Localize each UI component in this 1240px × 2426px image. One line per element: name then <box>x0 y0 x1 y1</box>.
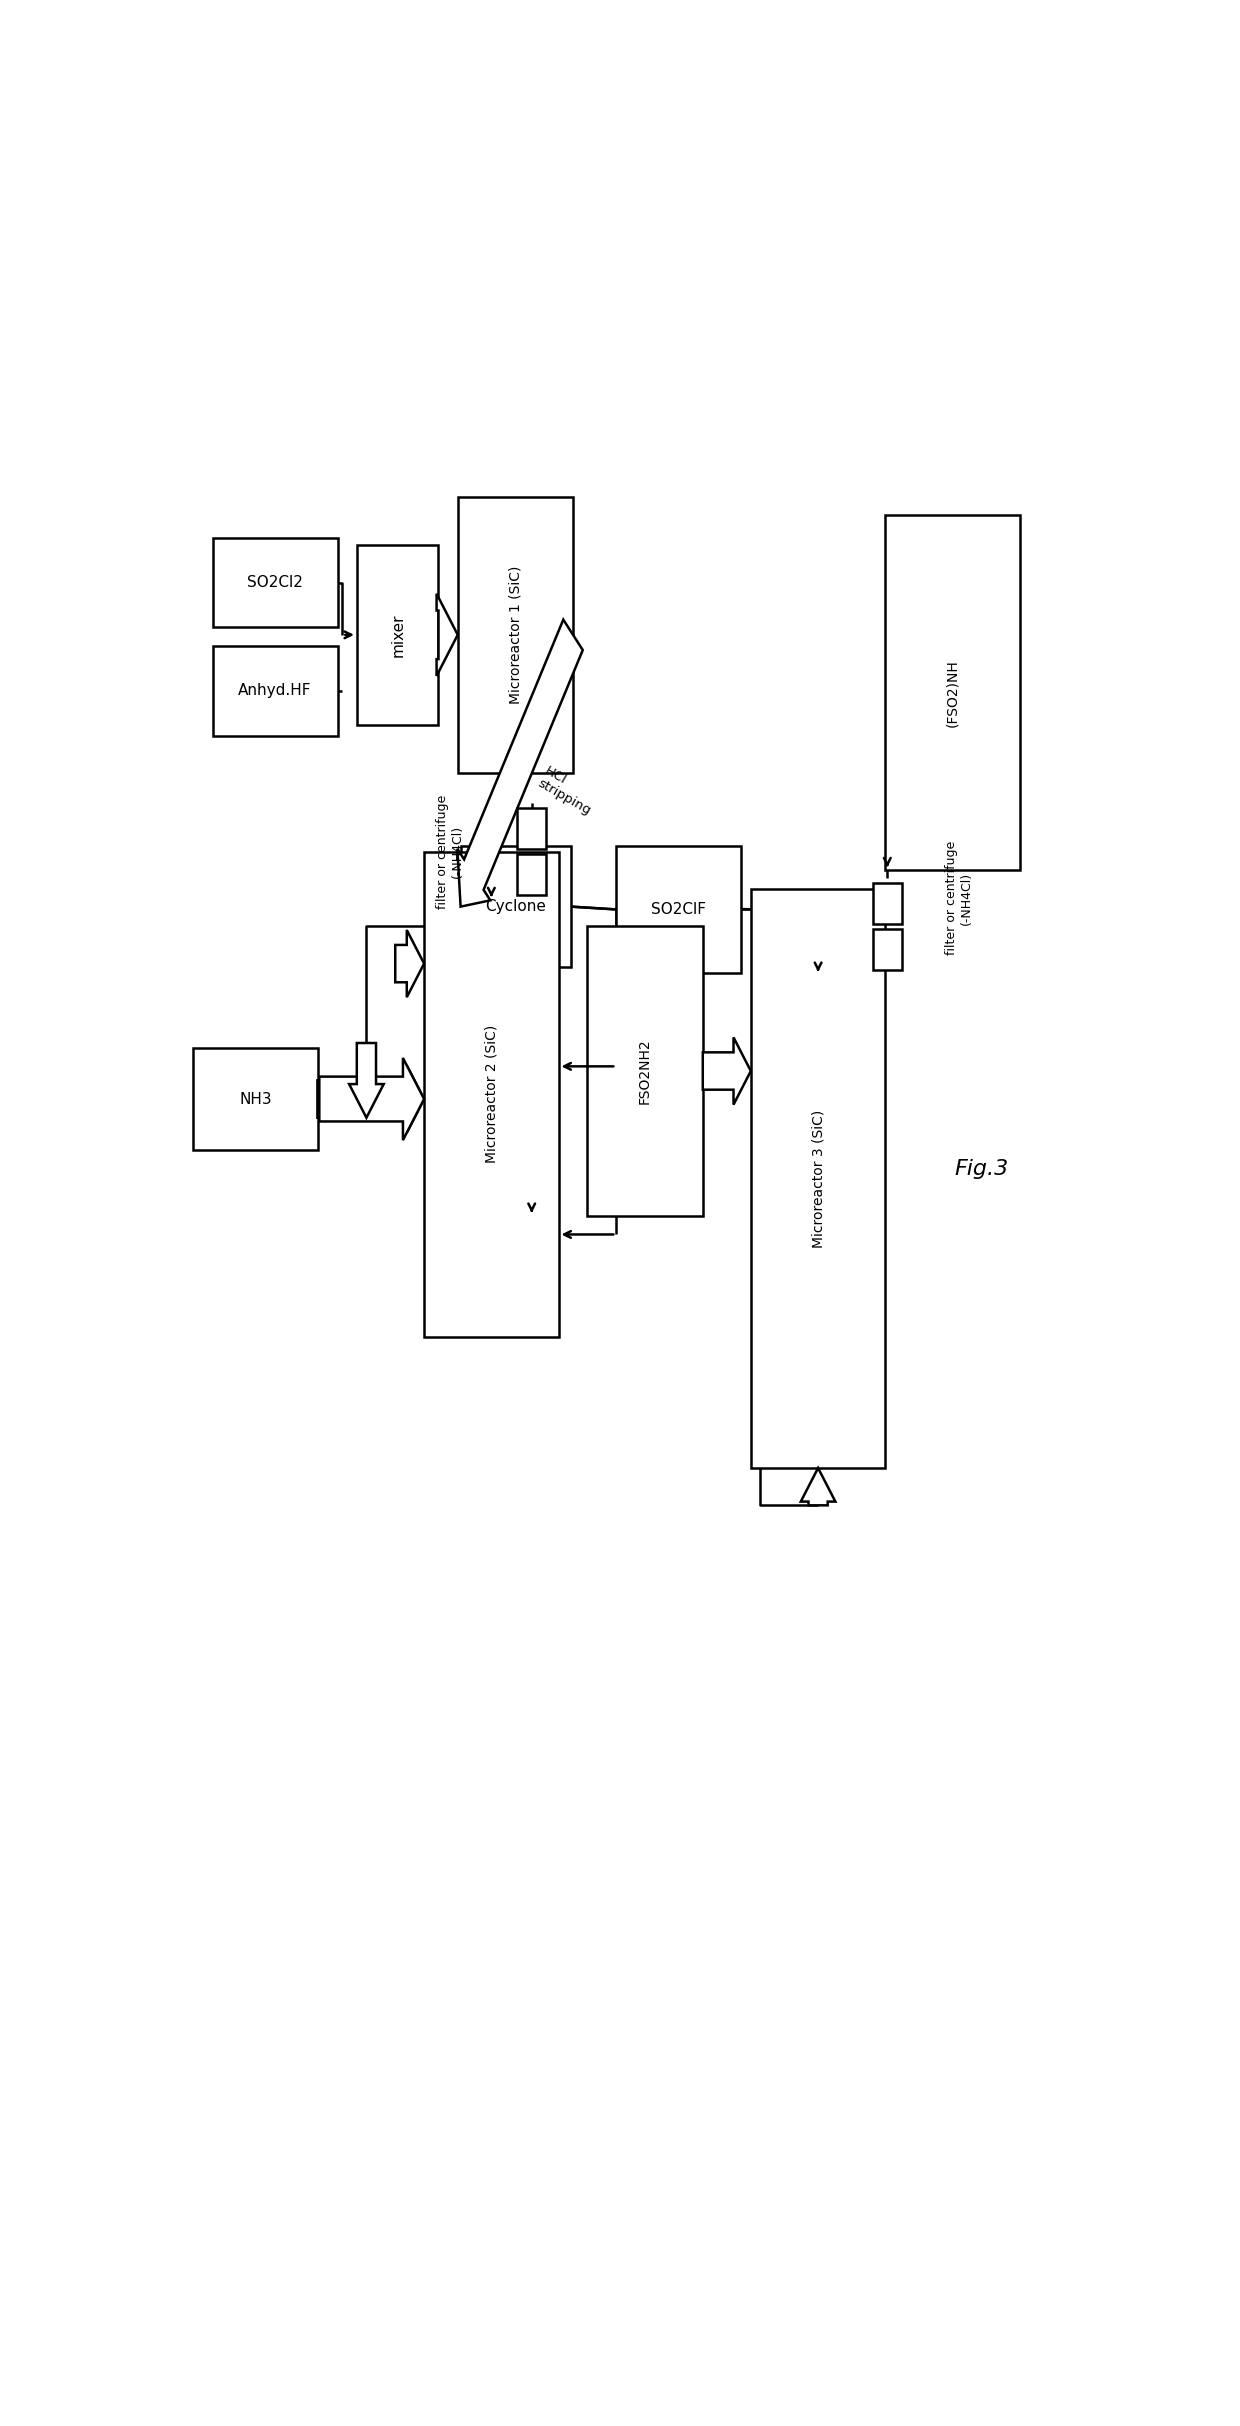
Polygon shape <box>801 1468 836 1504</box>
Bar <box>873 883 901 924</box>
Text: SO2Cl2: SO2Cl2 <box>247 575 303 590</box>
Bar <box>424 852 559 1337</box>
Bar <box>357 546 439 725</box>
Text: Microreactor 2 (SiC): Microreactor 2 (SiC) <box>485 1026 498 1164</box>
Polygon shape <box>350 1043 383 1118</box>
Bar <box>458 497 573 774</box>
Text: Microreactor 1 (SiC): Microreactor 1 (SiC) <box>508 565 522 704</box>
Bar <box>193 1048 319 1150</box>
Text: Anhyd.HF: Anhyd.HF <box>238 684 312 699</box>
Bar <box>517 854 546 895</box>
Bar <box>616 847 742 973</box>
Polygon shape <box>436 594 458 677</box>
Text: SO2ClF: SO2ClF <box>651 902 707 917</box>
Bar <box>213 645 337 735</box>
Text: FSO2NH2: FSO2NH2 <box>639 1038 652 1104</box>
Bar <box>213 539 337 628</box>
Text: (FSO2)NH: (FSO2)NH <box>946 660 960 728</box>
Text: NH3: NH3 <box>239 1092 273 1106</box>
Bar <box>588 927 703 1215</box>
Text: filter or centrifuge
(-NH4Cl): filter or centrifuge (-NH4Cl) <box>945 842 973 956</box>
Bar <box>885 514 1021 871</box>
Text: filter or centrifuge
(-NH4Cl): filter or centrifuge (-NH4Cl) <box>436 793 464 910</box>
Text: Microreactor 3 (SiC): Microreactor 3 (SiC) <box>811 1109 825 1247</box>
Polygon shape <box>703 1038 751 1104</box>
Bar <box>751 888 885 1468</box>
Bar <box>873 929 901 970</box>
Polygon shape <box>458 619 583 907</box>
Text: HCl
stripping: HCl stripping <box>536 764 600 818</box>
Bar <box>460 847 572 968</box>
Text: mixer: mixer <box>391 614 405 657</box>
Polygon shape <box>396 929 424 997</box>
Bar <box>517 808 546 849</box>
Polygon shape <box>317 1065 424 1133</box>
Polygon shape <box>320 1058 424 1140</box>
Text: Cyclone: Cyclone <box>485 900 547 915</box>
Text: Fig.3: Fig.3 <box>955 1160 1008 1179</box>
